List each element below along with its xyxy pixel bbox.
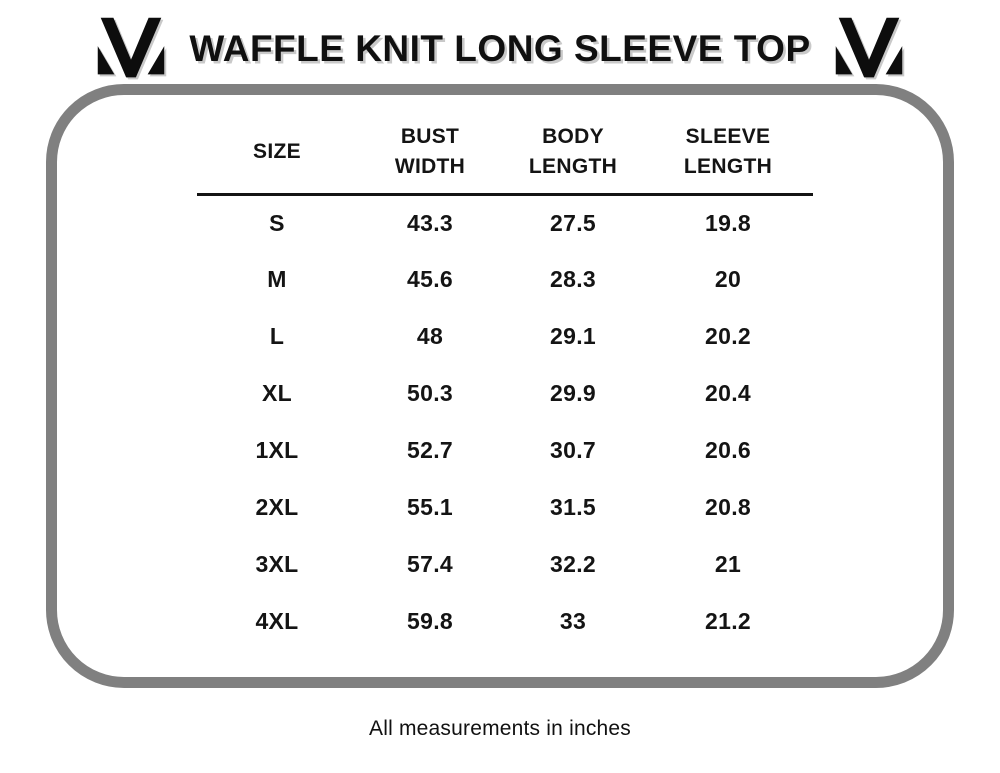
logo-left-triangle: [98, 46, 115, 75]
measurement-cell: 50.3: [407, 380, 453, 407]
table-row: XL 50.3 29.9 20.4: [197, 365, 813, 422]
measurement-cell: 52.7: [407, 437, 453, 464]
size-cell: XL: [262, 380, 292, 407]
table-row: 2XL 55.1 31.5 20.8: [197, 479, 813, 536]
measurement-cell: 48: [416, 323, 444, 350]
logo-right-triangle: [885, 46, 902, 75]
measurement-cell: 29.1: [550, 323, 596, 350]
size-cell: L: [269, 323, 285, 350]
logo-left-triangle: [835, 46, 853, 75]
brand-logo-left-icon: [98, 17, 165, 78]
column-header: BUST WIDTH: [357, 118, 503, 196]
logo-right-triangle: [147, 46, 165, 75]
measurement-cell: 20: [714, 266, 742, 293]
measurement-cell: 27.5: [550, 210, 596, 237]
logo-v-glyph: [838, 17, 899, 78]
header: WAFFLE KNIT LONG SLEEVE TOP: [0, 10, 1000, 88]
table-row: 1XL 52.7 30.7 20.6: [197, 422, 813, 479]
measurement-cell: 20.4: [705, 380, 751, 407]
column-header: BODY LENGTH: [503, 118, 643, 196]
chart-frame: [46, 84, 954, 688]
measurement-cell: 32.2: [550, 551, 596, 578]
size-cell: 4XL: [255, 608, 299, 635]
measurement-cell: 30.7: [550, 437, 596, 464]
measurement-cell: 21: [714, 551, 742, 578]
column-header: SIZE: [197, 118, 357, 196]
measurement-cell: 43.3: [407, 210, 453, 237]
measurement-cell: 55.1: [407, 494, 453, 521]
size-table: SIZE BUST WIDTH BODY LENGTH SLEEVE LENGTH S 43.…: [197, 118, 813, 650]
measurement-cell: 59.8: [407, 608, 453, 635]
brand-logo-right-icon: [835, 17, 902, 78]
measurement-cell: 20.6: [705, 437, 751, 464]
column-header: SLEEVE LENGTH: [643, 118, 813, 196]
measurement-cell: 20.8: [705, 494, 751, 521]
size-cell: S: [269, 210, 285, 237]
size-cell: 2XL: [255, 494, 299, 521]
logo-v-glyph: [101, 17, 162, 78]
page-title: WAFFLE KNIT LONG SLEEVE TOP: [189, 28, 811, 69]
table-row: S 43.3 27.5 19.8: [197, 194, 813, 251]
measurement-cell: 28.3: [550, 266, 596, 293]
size-cell: 3XL: [255, 551, 299, 578]
measurement-cell: 29.9: [550, 380, 596, 407]
measurement-cell: 21.2: [705, 608, 751, 635]
measurement-cell: 31.5: [550, 494, 596, 521]
header-row: SIZE BUST WIDTH BODY LENGTH SLEEVE LENGTH: [197, 118, 813, 196]
measurement-cell: 20.2: [705, 323, 751, 350]
measurement-cell: 33: [559, 608, 587, 635]
measurement-cell: 45.6: [407, 266, 453, 293]
measurement-cell: 19.8: [705, 210, 751, 237]
size-table-container: SIZE BUST WIDTH BODY LENGTH SLEEVE LENGTH S 43.…: [197, 118, 813, 650]
size-table-body: S 43.3 27.5 19.8 M 45.6 28.3 20 L 48 29.1 20.2 XL 50.…: [197, 194, 813, 650]
table-row: M 45.6 28.3 20: [197, 251, 813, 308]
table-row: L 48 29.1 20.2: [197, 308, 813, 365]
size-cell: 1XL: [255, 437, 299, 464]
size-table-head: SIZE BUST WIDTH BODY LENGTH SLEEVE LENGTH: [197, 118, 813, 196]
table-row: 3XL 57.4 32.2 21: [197, 536, 813, 593]
size-cell: M: [267, 266, 287, 293]
measurements-footnote: All measurements in inches: [369, 717, 631, 740]
table-row: 4XL 59.8 33 21.2: [197, 593, 813, 650]
measurement-cell: 57.4: [407, 551, 453, 578]
